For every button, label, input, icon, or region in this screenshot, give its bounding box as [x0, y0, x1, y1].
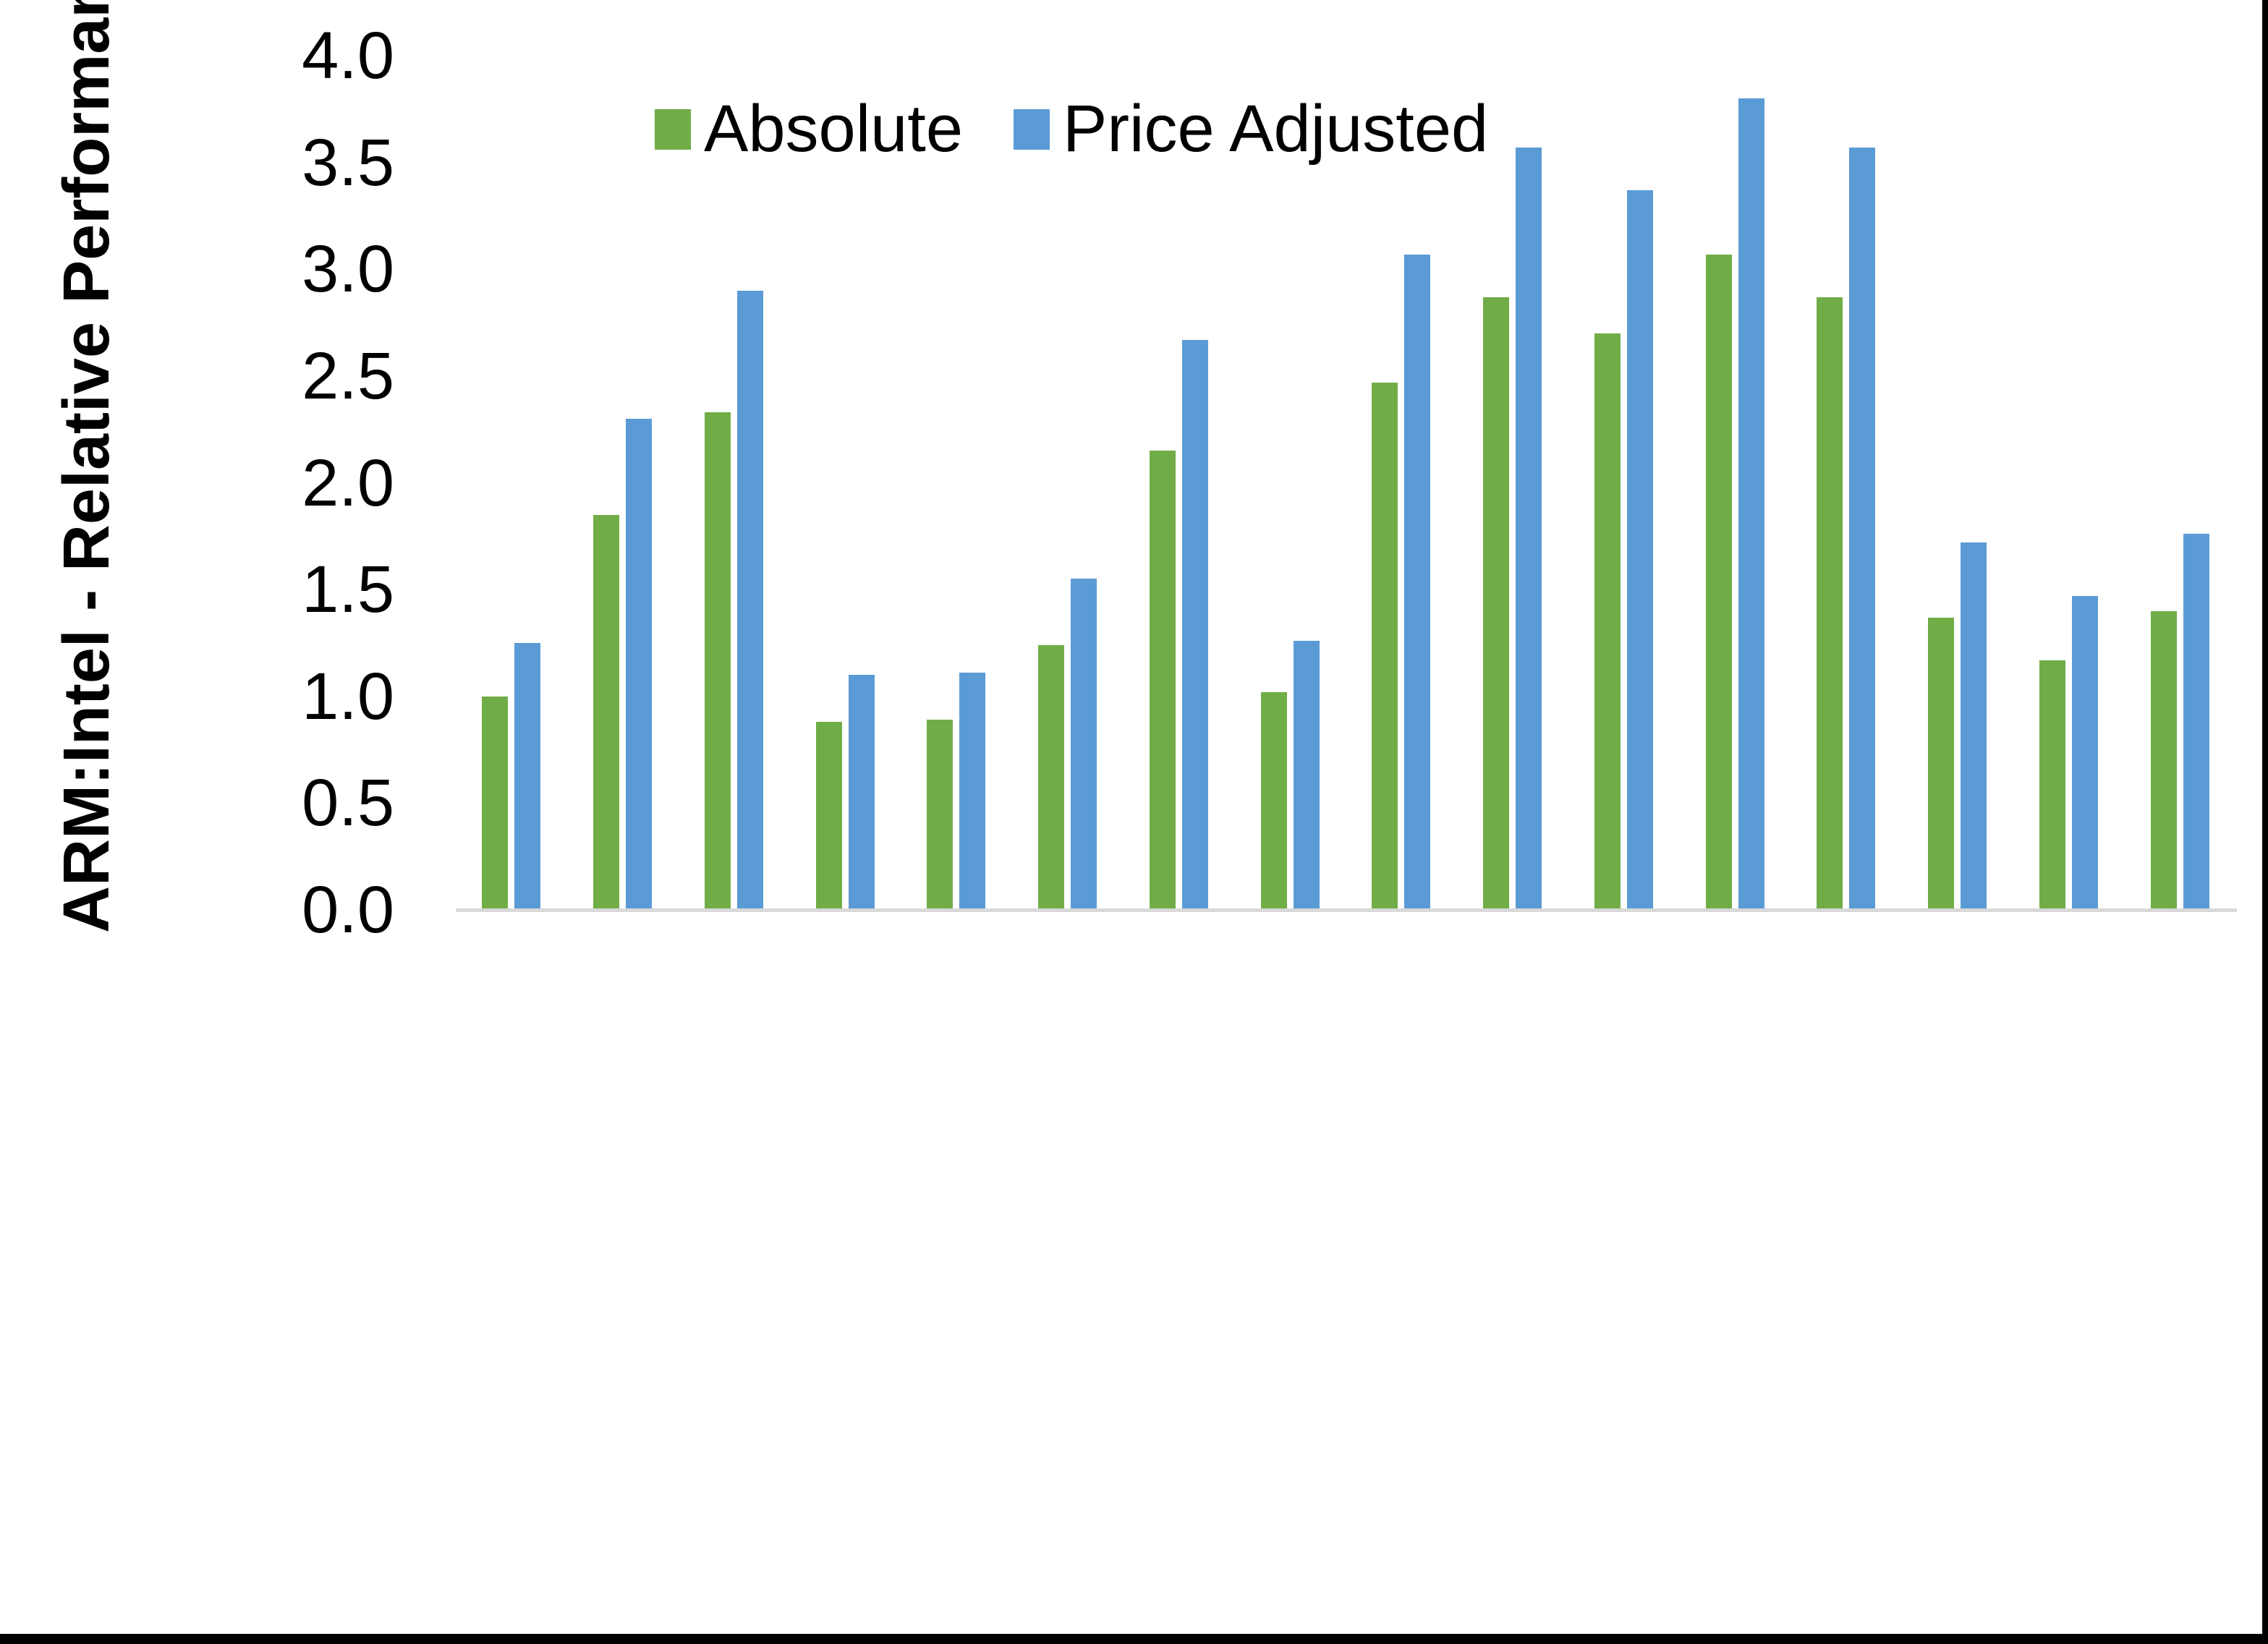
y-tick-label: 4.0: [302, 19, 394, 93]
bar-price-adjusted: [626, 418, 653, 910]
y-tick-label: 0.0: [302, 873, 394, 947]
bar-price-adjusted: [1738, 98, 1764, 910]
bar-group: [1012, 56, 1124, 910]
y-tick-label: 0.5: [302, 766, 394, 840]
bar-group: [1791, 56, 1902, 910]
bar-price-adjusted: [1293, 641, 1320, 910]
plot-area: [456, 56, 2235, 910]
bar-group: [901, 56, 1012, 910]
bar-absolute: [1817, 297, 1843, 910]
page-border-bottom: [0, 1634, 2268, 1644]
bar-absolute: [482, 696, 509, 910]
bar-price-adjusted: [514, 642, 541, 910]
bar-group: [2013, 56, 2125, 910]
bar-absolute: [704, 412, 731, 910]
y-axis-tick-labels: 4.0 3.5 3.0 2.5 2.0 1.5 1.0 0.5 0.0: [0, 19, 394, 947]
bar-group: [1124, 56, 1235, 910]
bar-absolute: [1483, 297, 1510, 910]
legend-item-price-adjusted: Price Adjusted: [1014, 92, 1489, 166]
bar-absolute: [1149, 451, 1176, 910]
y-tick-label: 1.0: [302, 659, 394, 733]
bar-group: [1457, 56, 1568, 910]
bar-price-adjusted: [1516, 147, 1542, 910]
bar-absolute: [2039, 660, 2065, 910]
y-tick-label: 1.5: [302, 553, 394, 627]
legend-swatch-absolute: [655, 108, 691, 150]
legend: Absolute Price Adjusted: [655, 92, 1489, 166]
y-tick-label: 3.5: [302, 125, 394, 200]
bar-group: [789, 56, 901, 910]
legend-item-absolute: Absolute: [655, 92, 964, 166]
bar-price-adjusted: [1404, 254, 1431, 910]
bar-price-adjusted: [848, 675, 875, 910]
bar-absolute: [927, 720, 954, 910]
bar-group: [2124, 56, 2235, 910]
bar-absolute: [2150, 610, 2177, 910]
x-axis-line: [456, 908, 2237, 912]
bar-absolute: [1372, 382, 1398, 910]
bar-group: [1234, 56, 1346, 910]
bar-absolute: [1928, 617, 1955, 910]
bar-price-adjusted: [1181, 339, 1208, 910]
y-tick-label: 2.0: [302, 446, 394, 520]
bar-group: [679, 56, 790, 910]
page-border-right: [2262, 0, 2268, 1644]
bar-price-adjusted: [959, 673, 986, 910]
y-tick-label: 2.5: [302, 338, 394, 413]
bar-price-adjusted: [736, 290, 763, 910]
bar-price-adjusted: [2183, 534, 2209, 910]
bar-absolute: [1594, 333, 1621, 910]
bar-price-adjusted: [1071, 579, 1097, 910]
bar-absolute: [1038, 644, 1065, 910]
bar-absolute: [1705, 254, 1732, 910]
legend-label-absolute: Absolute: [704, 92, 964, 166]
bar-group: [1902, 56, 2013, 910]
bar-group: [1679, 56, 1791, 910]
bar-price-adjusted: [1849, 147, 1876, 910]
bar-group: [456, 56, 567, 910]
bar-group: [1568, 56, 1680, 910]
y-tick-label: 3.0: [302, 232, 394, 307]
bar-group: [567, 56, 679, 910]
bar-absolute: [1260, 691, 1287, 910]
bar-group: [1346, 56, 1457, 910]
bar-absolute: [815, 722, 842, 910]
legend-swatch-price-adjusted: [1014, 108, 1050, 150]
legend-label-price-adjusted: Price Adjusted: [1063, 92, 1489, 166]
bar-price-adjusted: [1961, 542, 1987, 910]
bar-price-adjusted: [1626, 190, 1653, 910]
bar-absolute: [593, 514, 620, 910]
bar-price-adjusted: [2071, 595, 2098, 910]
